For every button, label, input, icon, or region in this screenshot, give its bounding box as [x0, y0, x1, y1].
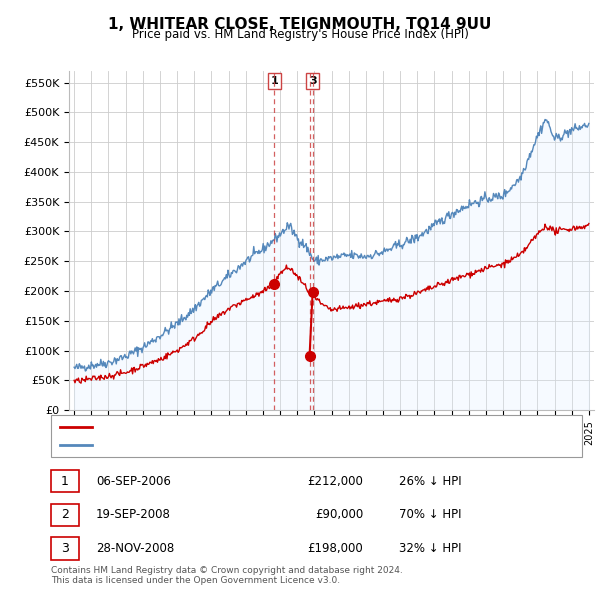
Text: 32% ↓ HPI: 32% ↓ HPI — [399, 542, 461, 555]
Text: £90,000: £90,000 — [315, 508, 363, 522]
Text: This data is licensed under the Open Government Licence v3.0.: This data is licensed under the Open Gov… — [51, 576, 340, 585]
Text: 26% ↓ HPI: 26% ↓ HPI — [399, 474, 461, 488]
Text: Contains HM Land Registry data © Crown copyright and database right 2024.: Contains HM Land Registry data © Crown c… — [51, 566, 403, 575]
Text: 1, WHITEAR CLOSE, TEIGNMOUTH, TQ14 9UU (detached house): 1, WHITEAR CLOSE, TEIGNMOUTH, TQ14 9UU (… — [98, 422, 445, 432]
Text: £198,000: £198,000 — [307, 542, 363, 555]
Text: Price paid vs. HM Land Registry's House Price Index (HPI): Price paid vs. HM Land Registry's House … — [131, 28, 469, 41]
Text: £212,000: £212,000 — [307, 474, 363, 488]
Text: 2: 2 — [61, 508, 69, 522]
Text: 3: 3 — [61, 542, 69, 555]
Text: 70% ↓ HPI: 70% ↓ HPI — [399, 508, 461, 522]
Text: HPI: Average price, detached house, Teignbridge: HPI: Average price, detached house, Teig… — [98, 440, 364, 450]
Text: 1: 1 — [61, 474, 69, 488]
Text: 06-SEP-2006: 06-SEP-2006 — [96, 474, 171, 488]
Text: 3: 3 — [309, 76, 316, 86]
Text: 28-NOV-2008: 28-NOV-2008 — [96, 542, 174, 555]
Text: 1, WHITEAR CLOSE, TEIGNMOUTH, TQ14 9UU: 1, WHITEAR CLOSE, TEIGNMOUTH, TQ14 9UU — [109, 17, 491, 31]
Text: 1: 1 — [271, 76, 278, 86]
Text: 19-SEP-2008: 19-SEP-2008 — [96, 508, 171, 522]
